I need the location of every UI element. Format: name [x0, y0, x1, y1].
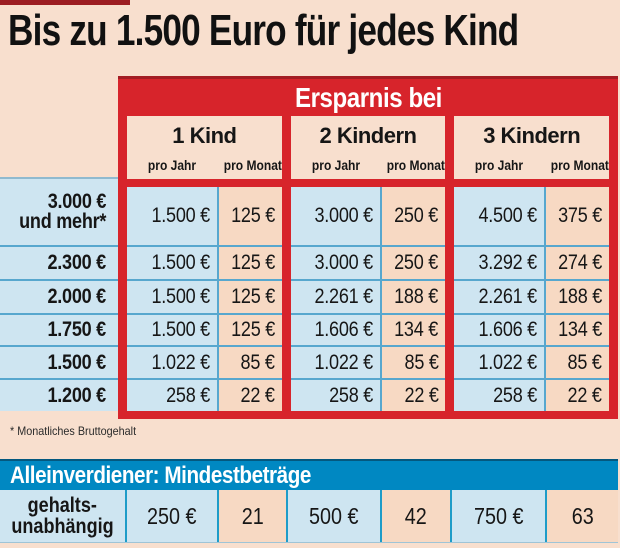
- table-cell: 3.292 €: [454, 247, 545, 279]
- table-cell: 3.000 €: [290, 247, 381, 279]
- table-cell: 22 €: [546, 380, 610, 411]
- table-cell: 85 €: [382, 347, 446, 378]
- income-row-label: 1.500 €: [0, 347, 118, 378]
- table-cell: 4.500 €: [454, 187, 545, 245]
- footnote: * Monatliches Bruttogehalt: [10, 424, 137, 438]
- table-cell: 134 €: [546, 315, 610, 345]
- table-cell: 1.500 €: [127, 281, 217, 313]
- table-cell: 250 €: [382, 187, 446, 245]
- group-label: 3 Kindern: [483, 123, 581, 148]
- group-header: 1 Kind pro Jahr pro Monat: [127, 116, 282, 179]
- savings-table: Ersparnis bei 1 Kind pro Jahr pro Monat …: [118, 76, 618, 419]
- table-cell: 125 €: [218, 187, 282, 245]
- column-group-3-kindern: 3 Kindern pro Jahr pro Monat 4.500 € 375…: [454, 116, 610, 411]
- table-cell: 22 €: [382, 380, 446, 411]
- subcolumn-headers: pro Jahr pro Monat: [291, 157, 446, 173]
- column-group-2-kindern: 2 Kindern pro Jahr pro Monat 3.000 € 250…: [290, 116, 446, 411]
- subcolumn-pro-monat: pro Monat: [223, 157, 282, 173]
- bottom-row-label-line1: gehalts-: [27, 494, 98, 517]
- table-cell: 2.261 €: [290, 281, 381, 313]
- group-header: 3 Kindern pro Jahr pro Monat: [454, 116, 610, 179]
- table-cell: 134 €: [382, 315, 446, 345]
- bottom-cell: 250 €: [127, 490, 217, 542]
- bottom-cell: 750 €: [452, 490, 545, 542]
- group-data-grid: 4.500 € 375 € 3.292 € 274 € 2.261 € 188 …: [454, 187, 610, 411]
- table-cell: 1.500 €: [127, 247, 217, 279]
- income-note: und mehr*: [19, 210, 106, 233]
- subcolumn-pro-jahr: pro Jahr: [311, 157, 360, 173]
- table-cell: 85 €: [218, 347, 282, 378]
- subcolumn-pro-jahr: pro Jahr: [475, 157, 524, 173]
- table-title: Ersparnis bei: [294, 81, 442, 113]
- table-cell: 22 €: [218, 380, 282, 411]
- income-label-column: 3.000 € und mehr* 2.300 € 2.000 € 1.750 …: [0, 177, 118, 411]
- page-title: Bis zu 1.500 Euro für jedes Kind: [8, 6, 519, 55]
- income-row-label: 2.000 €: [0, 281, 118, 313]
- table-cell: 188 €: [382, 281, 446, 313]
- income-row-label: 1.750 €: [0, 315, 118, 345]
- group-header: 2 Kindern pro Jahr pro Monat: [290, 116, 446, 179]
- bottom-table-header: Alleinverdiener: Mindestbeträge: [0, 459, 618, 490]
- bottom-cell: 42: [382, 490, 450, 542]
- table-cell: 258 €: [127, 380, 217, 411]
- income-row-label: 3.000 € und mehr*: [0, 179, 118, 245]
- group-label: 1 Kind: [172, 123, 237, 148]
- table-cell: 375 €: [546, 187, 610, 245]
- income-row-label: 1.200 €: [0, 380, 118, 411]
- income-value: 3.000 €: [47, 190, 107, 213]
- table-cell: 188 €: [546, 281, 610, 313]
- table-cell: 1.606 €: [290, 315, 381, 345]
- table-cell: 2.261 €: [454, 281, 545, 313]
- subcolumn-pro-monat: pro Monat: [550, 157, 609, 173]
- table-cell: 3.000 €: [290, 187, 381, 245]
- table-cell: 1.500 €: [127, 187, 217, 245]
- income-row-label: 2.300 €: [0, 247, 118, 279]
- table-cell: 258 €: [454, 380, 545, 411]
- bottom-table-row: gehalts- unabhängig 250 € 21 500 € 42 75…: [0, 490, 618, 543]
- table-cell: 258 €: [290, 380, 381, 411]
- table-cell: 1.022 €: [127, 347, 217, 378]
- table-cell: 250 €: [382, 247, 446, 279]
- subcolumn-pro-jahr: pro Jahr: [147, 157, 196, 173]
- table-cell: 1.500 €: [127, 315, 217, 345]
- column-group-1-kind: 1 Kind pro Jahr pro Monat 1.500 € 125 € …: [127, 116, 282, 411]
- bottom-cell: 500 €: [288, 490, 380, 542]
- table-cell: 85 €: [546, 347, 610, 378]
- table-cell: 125 €: [218, 281, 282, 313]
- table-cell: 125 €: [218, 315, 282, 345]
- bottom-cell: 21: [219, 490, 286, 542]
- bottom-cell: 63: [547, 490, 618, 542]
- subcolumn-headers: pro Jahr pro Monat: [127, 157, 282, 173]
- column-groups: 1 Kind pro Jahr pro Monat 1.500 € 125 € …: [118, 116, 618, 411]
- group-label: 2 Kindern: [319, 123, 417, 148]
- bottom-row-label-line2: unabhängig: [11, 515, 114, 538]
- table-cell: 274 €: [546, 247, 610, 279]
- top-red-accent-bar: [0, 0, 130, 5]
- bottom-row-label: gehalts- unabhängig: [0, 490, 125, 542]
- group-data-grid: 3.000 € 250 € 3.000 € 250 € 2.261 € 188 …: [290, 187, 446, 411]
- subcolumn-pro-monat: pro Monat: [387, 157, 446, 173]
- table-cell: 1.022 €: [454, 347, 545, 378]
- group-data-grid: 1.500 € 125 € 1.500 € 125 € 1.500 € 125 …: [127, 187, 282, 411]
- table-cell: 125 €: [218, 247, 282, 279]
- table-cell: 1.606 €: [454, 315, 545, 345]
- subcolumn-headers: pro Jahr pro Monat: [454, 157, 609, 173]
- table-cell: 1.022 €: [290, 347, 381, 378]
